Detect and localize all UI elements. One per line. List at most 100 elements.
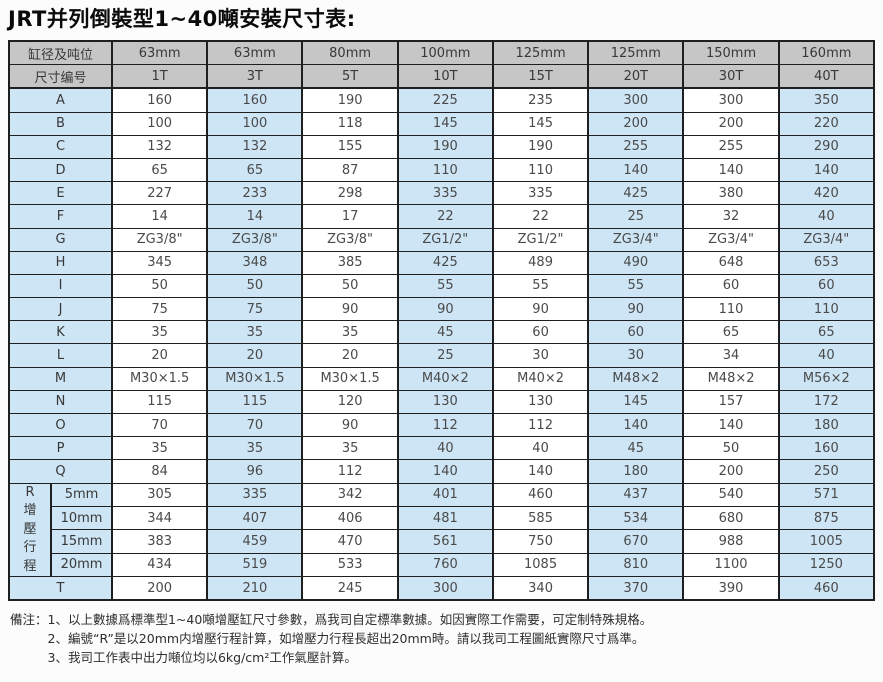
header-row-tonnage: 尺寸编号 1T 3T 5T 10T 15T 20T 30T 40T [7, 64, 876, 90]
cell-H-40T: 653 [777, 250, 876, 275]
cell-D-3T: 65 [206, 157, 304, 183]
cell-R5mm-5T: 342 [301, 482, 399, 507]
table-row-M: M M30×1.5 M30×1.5 M30×1.5 M40×2 M40×2 M48×2 M48… [7, 366, 876, 391]
cell-Q-10T: 140 [396, 459, 494, 484]
row-label-K: K [7, 320, 114, 345]
cell-Q-30T: 200 [682, 459, 780, 484]
cell-K-15T: 60 [491, 320, 590, 345]
cell-F-1T: 14 [111, 204, 209, 229]
cell-E-5T: 298 [301, 181, 399, 206]
cell-R10mm-40T: 875 [777, 505, 876, 531]
row-label-H: H [7, 250, 114, 275]
table-row-R-20mm: 20mm 434 519 533 760 1085 810 1100 1250 [9, 552, 876, 578]
cell-O-20T: 140 [587, 412, 685, 438]
cell-B-1T: 100 [111, 111, 209, 136]
cell-K-3T: 35 [206, 320, 304, 345]
cell-I-10T: 55 [396, 273, 494, 299]
cell-J-20T: 90 [587, 297, 685, 322]
row-label-L: L [7, 343, 114, 368]
cell-E-3T: 233 [206, 181, 304, 206]
cell-Q-3T: 96 [206, 459, 304, 484]
row-label-Q: Q [7, 459, 114, 484]
cell-T-10T: 300 [396, 576, 494, 601]
cell-M-1T: M30×1.5 [111, 366, 209, 391]
table-row-F: F 14 14 17 22 22 25 32 40 [7, 204, 876, 229]
row-label-J: J [7, 297, 114, 322]
cell-M-15T: M40×2 [491, 366, 590, 391]
row-label-C: C [7, 134, 114, 159]
column-header-tonnage-6: 30T [682, 64, 780, 90]
cell-R15mm-3T: 459 [206, 529, 304, 554]
row-label-R-20mm: 20mm [49, 552, 114, 578]
cell-I-40T: 60 [777, 273, 876, 299]
cell-R5mm-10T: 401 [396, 482, 494, 507]
column-header-tonnage-1: 3T [206, 64, 304, 90]
cell-H-15T: 489 [491, 250, 590, 275]
cell-R15mm-10T: 561 [396, 529, 494, 554]
table-row-G: G ZG3/8" ZG3/8" ZG3/8" ZG1/2" ZG1/2" ZG3/4" ZG3… [7, 227, 876, 252]
cell-I-15T: 55 [491, 273, 590, 299]
table-row-P: P 35 35 35 40 40 45 50 160 [7, 436, 876, 461]
cell-P-40T: 160 [777, 436, 876, 461]
column-header-tonnage-7: 40T [777, 64, 876, 90]
cell-R5mm-15T: 460 [491, 482, 590, 507]
cell-J-3T: 75 [206, 297, 304, 322]
cell-T-30T: 390 [682, 576, 780, 601]
cell-R20mm-3T: 519 [206, 552, 304, 578]
table-row-N: N 115 115 120 130 130 145 157 172 [7, 389, 876, 415]
cell-E-30T: 380 [682, 181, 780, 206]
cell-C-5T: 155 [301, 134, 399, 159]
cell-Q-40T: 250 [777, 459, 876, 484]
cell-E-20T: 425 [587, 181, 685, 206]
cell-T-3T: 210 [206, 576, 304, 601]
cell-C-30T: 255 [682, 134, 780, 159]
cell-Q-5T: 112 [301, 459, 399, 484]
cell-D-10T: 110 [396, 157, 494, 183]
cell-T-40T: 460 [777, 576, 876, 601]
row-label-O: O [7, 412, 114, 438]
cell-H-5T: 385 [301, 250, 399, 275]
row-label-D: D [7, 157, 114, 183]
cell-H-1T: 345 [111, 250, 209, 275]
cell-I-3T: 50 [206, 273, 304, 299]
cell-G-5T: ZG3/8" [301, 227, 399, 252]
cell-R5mm-40T: 571 [777, 482, 876, 507]
table-row-B: B 100 100 118 145 145 200 200 220 [7, 111, 876, 136]
dimension-table: 缸径及吨位 63mm 63mm 80mm 100mm 125mm 125mm 150mm 160… [7, 40, 876, 602]
cell-A-5T: 190 [301, 87, 399, 113]
cell-K-30T: 65 [682, 320, 780, 345]
footnotes: 備注： 1、以上數據爲標準型1~40噸增壓缸尺寸參數，爲我司自定標準數據。如因實… [10, 610, 875, 667]
cell-C-20T: 255 [587, 134, 685, 159]
cell-J-1T: 75 [111, 297, 209, 322]
cell-R5mm-30T: 540 [682, 482, 780, 507]
cell-R20mm-30T: 1100 [682, 552, 780, 578]
footnote-line-1: 1、以上數據爲標準型1~40噸增壓缸尺寸參數，爲我司自定標準數據。如因實際工作需… [47, 612, 653, 628]
cell-R10mm-30T: 680 [682, 505, 780, 531]
cell-E-1T: 227 [111, 181, 209, 206]
cell-C-10T: 190 [396, 134, 494, 159]
page-title: JRT并列倒裝型1~40噸安裝尺寸表: [8, 7, 356, 31]
footnotes-list: 1、以上數據爲標準型1~40噸增壓缸尺寸參數，爲我司自定標準數據。如因實際工作需… [48, 610, 875, 667]
cell-C-40T: 290 [777, 134, 876, 159]
cell-B-40T: 220 [777, 111, 876, 136]
cell-R20mm-20T: 810 [587, 552, 685, 578]
row-label-B: B [7, 111, 114, 136]
cell-G-30T: ZG3/4" [682, 227, 780, 252]
column-header-bore-7: 160mm [777, 40, 876, 66]
cell-H-30T: 648 [682, 250, 780, 275]
cell-G-3T: ZG3/8" [206, 227, 304, 252]
cell-R15mm-40T: 1005 [777, 529, 876, 554]
column-header-tonnage-5: 20T [587, 64, 685, 90]
row-label-R-10mm: 10mm [49, 505, 114, 531]
row-label-F: F [7, 204, 114, 229]
row-label-N: N [7, 389, 114, 415]
cell-M-20T: M48×2 [587, 366, 685, 391]
header-row-bore: 缸径及吨位 63mm 63mm 80mm 100mm 125mm 125mm 150mm 160… [7, 40, 876, 66]
cell-O-30T: 140 [682, 412, 780, 438]
cell-J-30T: 110 [682, 297, 780, 322]
cell-L-3T: 20 [206, 343, 304, 368]
column-header-tonnage-4: 15T [491, 64, 590, 90]
cell-L-5T: 20 [301, 343, 399, 368]
cell-R10mm-15T: 585 [491, 505, 590, 531]
row-label-A: A [7, 87, 114, 113]
